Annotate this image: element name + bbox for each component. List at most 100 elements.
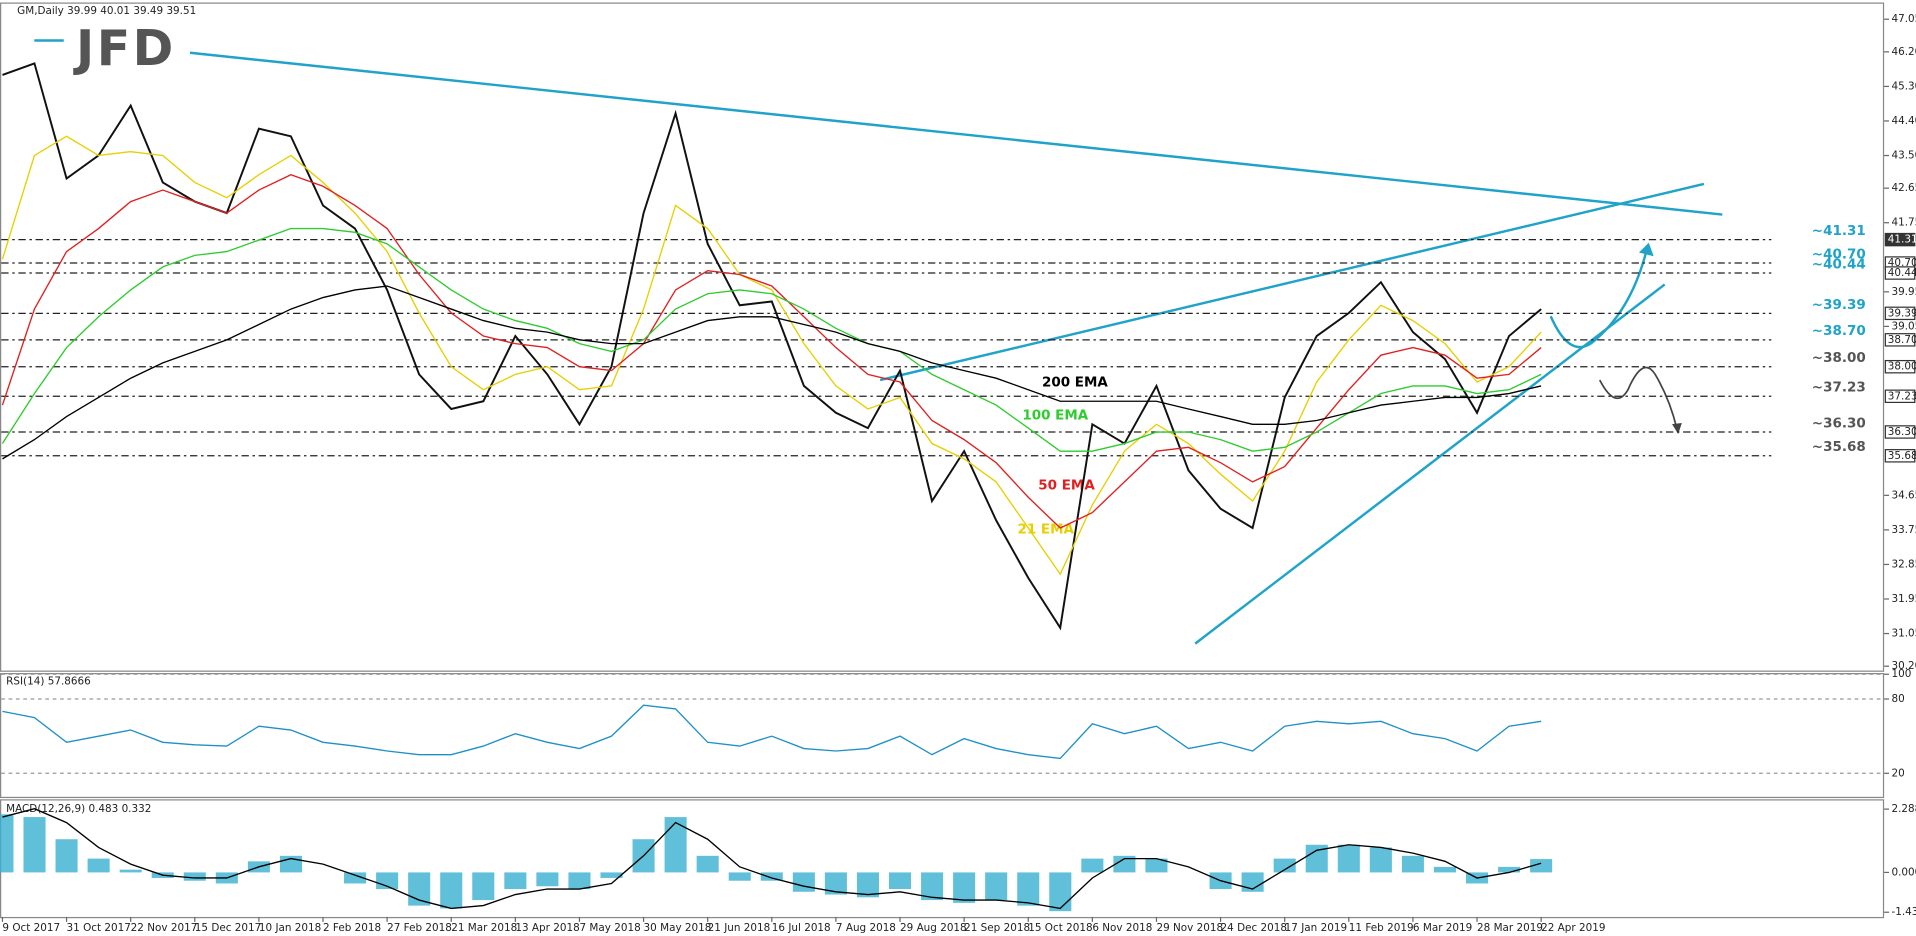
level-label: ~40.70 — [1812, 246, 1866, 262]
ema-label: 100 EMA — [1022, 408, 1088, 424]
level-box-label: 39.39 — [1888, 307, 1916, 319]
y-tick-label: 47.05 — [1891, 13, 1916, 25]
x-tick-label: 17 Jan 2019 — [1285, 922, 1347, 934]
histogram-bar — [568, 872, 591, 890]
series-line — [2, 285, 1542, 460]
histogram-bar — [792, 872, 815, 892]
histogram-bar — [23, 817, 46, 873]
histogram-bar — [953, 872, 976, 903]
series-line — [1, 227, 1542, 452]
histogram-bar — [1113, 855, 1136, 873]
level-label: ~41.31 — [1812, 223, 1866, 239]
level-box — [1884, 449, 1916, 463]
histogram-bar — [1145, 858, 1168, 873]
level-box-label: 40.70 — [1888, 257, 1916, 269]
y-tick-label: 32.85 — [1891, 558, 1916, 570]
histogram-bar — [119, 869, 142, 873]
histogram-bar — [921, 872, 944, 901]
x-tick-label: 21 Mar 2018 — [451, 922, 517, 934]
x-tick-label: 27 Feb 2018 — [387, 922, 452, 934]
level-box-label: 38.00 — [1888, 361, 1916, 373]
series-line — [1, 135, 1542, 576]
x-tick-label: 6 Nov 2018 — [1092, 922, 1152, 934]
histogram-bar — [888, 872, 912, 890]
x-tick-label: 11 Feb 2019 — [1349, 922, 1414, 934]
signal-line — [2, 808, 1542, 910]
histogram-bar — [536, 872, 559, 887]
y-tick-label: 34.65 — [1891, 489, 1916, 501]
main-panel — [0, 2, 1885, 672]
level-label: ~37.23 — [1812, 380, 1866, 396]
y-tick-label: 20 — [1891, 767, 1904, 779]
level-box-label: 40.44 — [1888, 267, 1916, 279]
level-box-label: 35.68 — [1888, 450, 1916, 462]
y-tick-label: 2.288 — [1891, 803, 1916, 815]
histogram-bar — [504, 872, 527, 890]
x-tick-label: 7 May 2018 — [579, 922, 640, 934]
level-label: ~35.68 — [1812, 439, 1866, 455]
y-tick-label: 45.30 — [1891, 80, 1916, 92]
histogram-bar — [1401, 855, 1424, 873]
x-tick-label: 29 Aug 2018 — [900, 922, 967, 934]
y-tick-label: 39.05 — [1891, 320, 1916, 332]
level-box — [1884, 359, 1916, 374]
channel-trendline — [879, 182, 1705, 382]
y-tick-label: 30.20 — [1891, 660, 1916, 672]
level-label: ~38.70 — [1812, 323, 1866, 339]
x-tick-label: 29 Nov 2018 — [1156, 922, 1223, 934]
support-trendline — [1194, 283, 1666, 645]
histogram-bar — [1530, 859, 1553, 873]
upside-arrowhead — [1638, 242, 1654, 257]
resistance-trendline — [189, 51, 1723, 216]
histogram-bar — [1017, 872, 1040, 906]
histogram-bar — [0, 814, 14, 873]
x-tick-label: 9 Oct 2017 — [2, 922, 60, 934]
y-tick-label: 0.000 — [1891, 866, 1916, 878]
level-label: ~39.39 — [1812, 297, 1866, 313]
series-line — [2, 704, 1542, 760]
histogram-bar — [472, 872, 495, 901]
x-tick-label: 2 Feb 2018 — [323, 922, 381, 934]
y-tick-label: -1.439 — [1891, 906, 1916, 918]
level-box-label: 36.30 — [1888, 426, 1916, 438]
histogram-bar — [856, 872, 879, 898]
level-box — [1884, 389, 1916, 404]
y-tick-label: 44.40 — [1891, 115, 1916, 127]
x-tick-label: 6 Mar 2019 — [1413, 922, 1472, 934]
x-tick-label: 21 Jun 2018 — [708, 922, 771, 934]
histogram-bar — [696, 855, 719, 873]
level-box-label: 37.23 — [1888, 390, 1916, 402]
x-tick-label: 22 Apr 2019 — [1541, 922, 1605, 934]
histogram-bar — [1369, 847, 1392, 873]
x-tick-label: 13 Apr 2018 — [515, 922, 579, 934]
level-box — [1884, 333, 1916, 347]
macd-title: MACD(12,26,9) 0.483 0.332 — [6, 803, 151, 815]
histogram-bar — [664, 817, 687, 873]
y-tick-label: 33.75 — [1891, 524, 1916, 536]
y-tick-label: 39.95 — [1891, 286, 1916, 298]
y-tick-label: 42.65 — [1891, 182, 1916, 194]
level-box-label: 38.70 — [1888, 334, 1916, 346]
histogram-bar — [1049, 872, 1072, 912]
histogram-bar — [728, 872, 751, 881]
level-label: ~36.30 — [1812, 415, 1866, 431]
level-box — [1884, 306, 1916, 321]
x-tick-label: 24 Dec 2018 — [1221, 922, 1287, 934]
logo: JFD — [73, 19, 176, 77]
histogram-bar — [183, 872, 206, 881]
histogram-bar — [344, 872, 367, 884]
histogram-bar — [760, 872, 783, 881]
level-box — [1884, 266, 1916, 280]
x-tick-label: 28 Mar 2019 — [1477, 922, 1543, 934]
y-tick-label: 100 — [1891, 668, 1911, 680]
x-tick-label: 31 Oct 2017 — [67, 922, 131, 934]
x-tick-label: 10 Jan 2018 — [259, 922, 321, 934]
y-tick-label: 46.20 — [1891, 46, 1916, 58]
x-tick-label: 21 Sep 2018 — [964, 922, 1030, 934]
histogram-bar — [1433, 866, 1457, 873]
histogram-bar — [1081, 858, 1104, 873]
x-tick-label: 22 Nov 2017 — [131, 922, 198, 934]
histogram-bar — [440, 872, 463, 909]
level-label: ~40.44 — [1812, 256, 1866, 272]
